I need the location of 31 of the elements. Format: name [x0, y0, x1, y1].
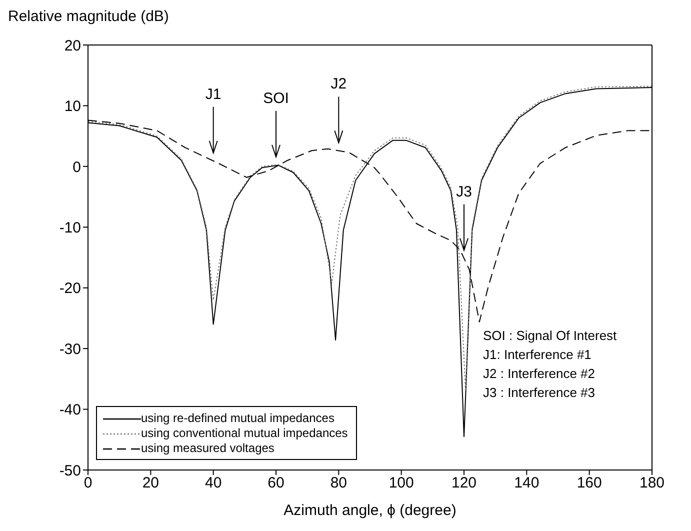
annotation: J3 — [456, 183, 472, 200]
annotation: J3 : Interference #3 — [483, 384, 596, 402]
x-tick-label: 0 — [84, 474, 92, 492]
annotation: J2 : Interference #2 — [483, 365, 596, 383]
x-tick-label: 120 — [451, 474, 477, 492]
x-tick-label: 20 — [142, 474, 160, 492]
y-tick-label: -10 — [59, 219, 81, 236]
legend-label: using re-defined mutual impedances — [141, 411, 334, 426]
annotation: J1: Interference #1 — [483, 346, 592, 364]
x-tick-label: 180 — [639, 474, 665, 492]
x-tick-label: 80 — [330, 474, 348, 492]
x-tick-label: 100 — [388, 474, 414, 492]
legend-label: using conventional mutual impedances — [141, 426, 348, 441]
annotation: J1 — [205, 86, 222, 103]
annotation: SOI : Signal Of Interest — [483, 327, 617, 345]
y-tick-label: -30 — [59, 340, 81, 358]
x-tick-label: 140 — [514, 474, 540, 492]
y-tick-label: -40 — [59, 402, 81, 419]
y-tick-label: -50 — [59, 462, 81, 480]
x-axis-title: Azimuth angle, ϕ (degree) — [284, 502, 456, 519]
x-tick-label: 160 — [576, 474, 602, 492]
x-tick-label: 60 — [268, 474, 284, 492]
y-axis-title: Relative magnitude (dB) — [8, 8, 169, 25]
y-tick-label: -20 — [59, 280, 81, 298]
legend-label: using measured voltages — [141, 441, 274, 456]
y-tick-label: 20 — [64, 37, 81, 54]
x-tick-label: 40 — [204, 474, 222, 492]
y-tick-label: 10 — [64, 98, 81, 116]
annotation: SOI — [263, 90, 289, 107]
y-tick-label: 0 — [72, 158, 81, 176]
annotation: J2 — [330, 76, 347, 93]
